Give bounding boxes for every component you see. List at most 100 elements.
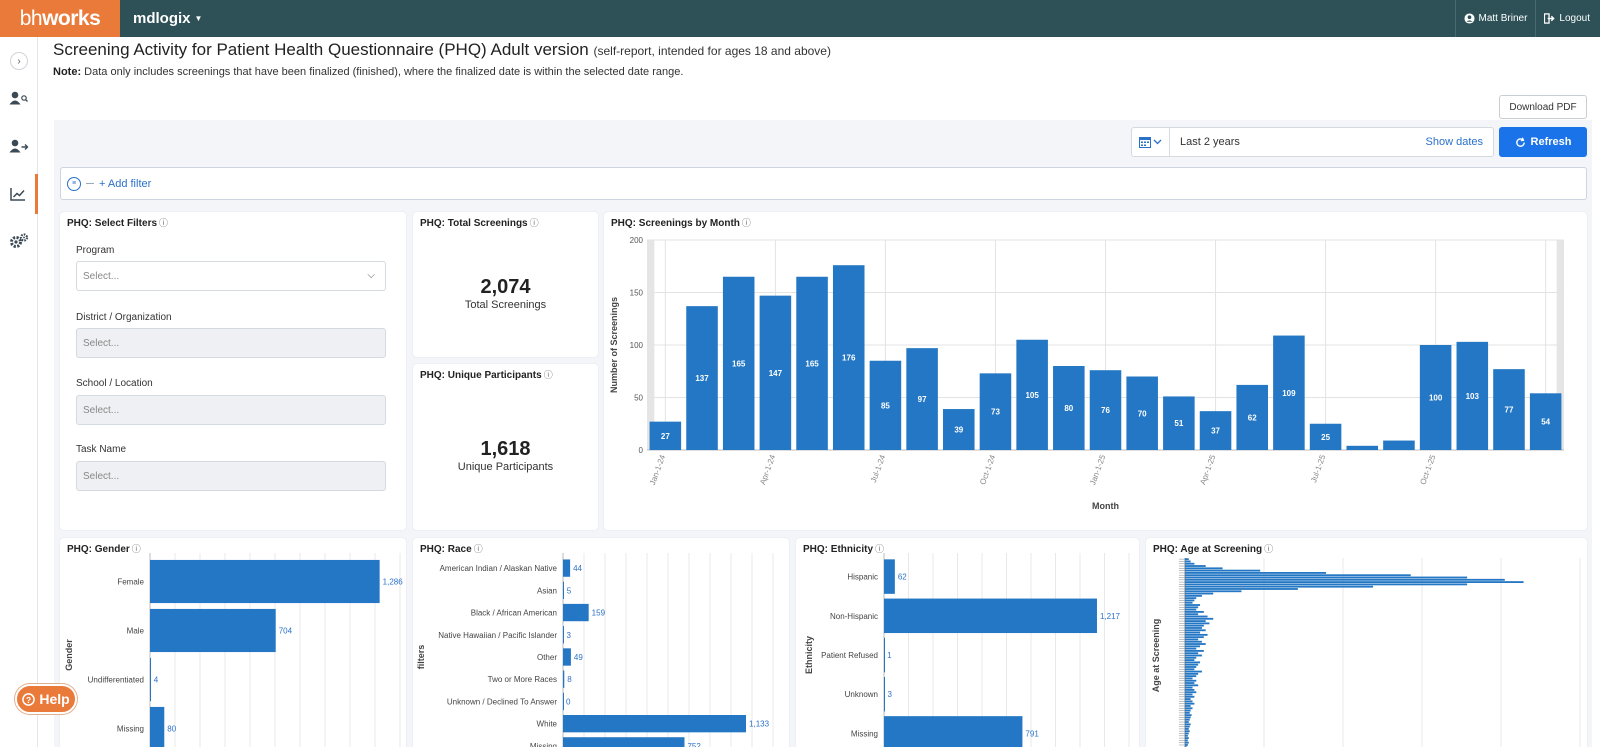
date-range-picker[interactable]: Last 2 years Show dates (1131, 127, 1494, 157)
bar (796, 276, 828, 450)
logout-label: Logout (1559, 13, 1590, 24)
bar-value-label: 165 (805, 359, 819, 368)
bar (1185, 727, 1189, 730)
bar (1185, 679, 1197, 682)
chart-line-icon[interactable] (0, 174, 38, 214)
bar (1185, 670, 1202, 673)
x-axis-title: Month (1092, 501, 1119, 511)
ethnicity-card: PHQ: Ethnicity ⓘ Hispanic 62 Non-Hispanic 1,… (796, 538, 1139, 747)
brand-logo[interactable]: bh works (0, 0, 120, 37)
bar (1185, 686, 1193, 689)
y-axis-title: filters (416, 645, 426, 670)
help-button[interactable]: ? Help (15, 684, 77, 714)
gears-icon[interactable] (0, 221, 38, 261)
school-select[interactable]: Select... (76, 395, 386, 425)
calendar-dropdown[interactable] (1132, 128, 1170, 156)
bar (649, 421, 682, 450)
info-icon[interactable]: ⓘ (473, 544, 483, 554)
date-range-value: Last 2 years (1180, 136, 1240, 148)
bar (1089, 370, 1122, 450)
bar-value-label: 147 (769, 369, 783, 378)
y-axis-title: Gender (64, 639, 74, 671)
y-axis-title: Age at Screening (1151, 619, 1161, 693)
district-select[interactable]: Select... (76, 328, 386, 358)
bar (1456, 341, 1489, 450)
ethnicity-chart: Hispanic 62 Non-Hispanic 1,217 Patient Refus… (804, 553, 1130, 747)
school-label: School / Location (76, 378, 153, 389)
y-axis-title: Number of Screenings (609, 297, 619, 393)
bar-value-label: 51 (1174, 419, 1183, 428)
bar (1185, 695, 1195, 698)
gender-chart: Female 1,286 Male 704 Undifferentiated 4 Missi… (64, 553, 403, 747)
x-tick-label: Jan-1-25 (1088, 453, 1107, 486)
bar (150, 657, 151, 702)
info-icon[interactable]: ⓘ (529, 218, 539, 228)
y-tick-label: 150 (630, 289, 644, 298)
bar (1185, 693, 1193, 696)
info-icon[interactable]: ⓘ (159, 218, 169, 228)
bar (1185, 714, 1192, 717)
x-tick-label: Jul-1-24 (869, 453, 888, 484)
bar (1185, 643, 1206, 645)
bar-value-label: 100 (1429, 394, 1443, 403)
bar (1185, 705, 1191, 707)
bar (884, 598, 1097, 634)
gender-card: PHQ: Gender ⓘ Female 1,286 Male 704 Undiffere… (60, 538, 406, 747)
bar (1185, 652, 1199, 655)
bar (1163, 396, 1195, 450)
bar (563, 603, 589, 622)
left-sidebar: › (0, 37, 38, 747)
bar (150, 608, 276, 653)
filter-icon: ≡ (67, 176, 81, 191)
card-title: PHQ: Ethnicity ⓘ (803, 542, 884, 555)
bar (1185, 682, 1195, 684)
bar-value-label: 1,217 (1100, 612, 1121, 621)
bar-value-label: 27 (661, 432, 670, 441)
bar (1185, 640, 1202, 643)
card-title: PHQ: Screenings by Month ⓘ (611, 216, 751, 229)
info-icon[interactable]: ⓘ (131, 544, 141, 554)
refresh-button[interactable]: Refresh (1499, 127, 1587, 157)
bar (1185, 622, 1210, 625)
unique-participants-kpi: 1,618 Unique Participants (413, 438, 598, 473)
bar (1185, 590, 1242, 593)
category-label: Native Hawaiian / Pacific Islander (438, 631, 557, 640)
bar (1185, 594, 1202, 597)
download-pdf-button[interactable]: Download PDF (1499, 95, 1587, 119)
show-dates-link[interactable]: Show dates (1425, 136, 1483, 148)
info-icon[interactable]: ⓘ (741, 218, 751, 228)
info-icon[interactable]: ⓘ (1264, 544, 1274, 554)
bar (1185, 610, 1204, 613)
bar (563, 559, 571, 577)
bar-value-label: 77 (1505, 406, 1514, 415)
program-select[interactable]: Select... ⌵ (76, 261, 386, 291)
bar (1185, 636, 1204, 639)
user-name: Matt Briner (1478, 13, 1528, 24)
task-name-select[interactable]: Select... (76, 461, 386, 491)
bar-value-label: 159 (592, 609, 606, 618)
info-icon[interactable]: ⓘ (875, 544, 885, 554)
bar (1185, 737, 1189, 740)
category-label: Female (117, 578, 144, 587)
bar (563, 715, 747, 733)
expand-sidebar-button[interactable]: › (0, 41, 38, 81)
logout-button[interactable]: Logout (1544, 13, 1590, 24)
bar (1185, 576, 1468, 579)
bar (1185, 583, 1468, 586)
category-label: Male (127, 627, 145, 636)
user-arrow-icon[interactable] (0, 126, 38, 166)
bar (1529, 393, 1562, 450)
org-dropdown[interactable]: mdlogix ▼ (133, 0, 202, 37)
bar (686, 306, 718, 450)
bar-value-label: 137 (695, 374, 709, 383)
user-search-icon[interactable] (0, 78, 38, 118)
info-icon[interactable]: ⓘ (543, 370, 553, 380)
kpi-value: 1,618 (480, 438, 531, 460)
user-menu[interactable]: Matt Briner (1463, 13, 1528, 24)
bar (563, 737, 685, 747)
add-filter-link[interactable]: + Add filter (99, 177, 152, 190)
card-title-text: PHQ: Select Filters (67, 218, 158, 229)
bar-value-label: 49 (574, 653, 583, 662)
bar (1185, 656, 1197, 659)
bar (1185, 691, 1197, 694)
